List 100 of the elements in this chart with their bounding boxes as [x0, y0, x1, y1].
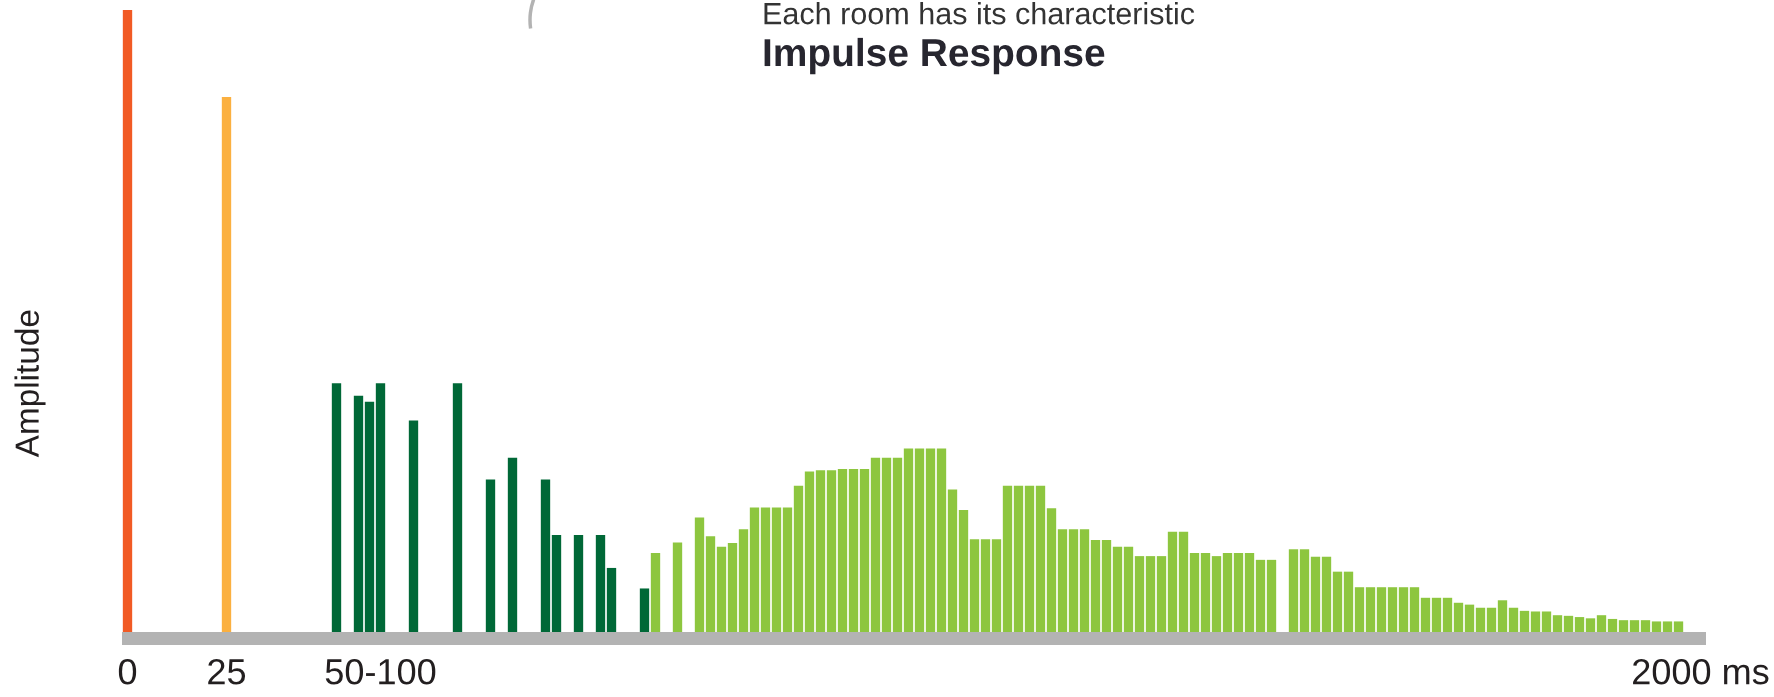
text: Impulse Response [764, 37, 1105, 75]
bar [716, 546, 727, 632]
bar [1541, 611, 1552, 632]
bar [1112, 546, 1123, 632]
bar [1200, 553, 1211, 632]
bar [1453, 602, 1464, 632]
bar [364, 401, 375, 632]
bar [1255, 559, 1266, 632]
bar [551, 534, 562, 632]
bar [1508, 607, 1519, 632]
bar [122, 10, 133, 632]
bar [903, 448, 914, 632]
bar [353, 395, 364, 632]
x-tick-label: 0 [118, 658, 137, 685]
bar [760, 507, 771, 632]
bar [507, 457, 518, 632]
bar [1475, 607, 1486, 632]
bar [1651, 621, 1662, 632]
bar [870, 457, 881, 632]
bar [1431, 597, 1442, 632]
bar [408, 420, 419, 632]
bar [727, 543, 738, 632]
bar [1618, 620, 1629, 632]
bar [694, 517, 705, 632]
bar [1244, 553, 1255, 632]
bar [1321, 556, 1332, 632]
bar [1178, 531, 1189, 632]
chart-subtitle: Each room has its characteristic [764, 2, 1195, 25]
bar [540, 479, 551, 632]
bar [1519, 610, 1530, 632]
x-tick-label: 50-100 [325, 658, 436, 685]
bar [1398, 587, 1409, 632]
bar [936, 448, 947, 632]
bar [452, 383, 463, 632]
bar [1024, 485, 1035, 632]
bar [1629, 620, 1640, 632]
bar [1211, 556, 1222, 632]
bar [650, 553, 661, 632]
bar [1464, 604, 1475, 632]
bar [881, 457, 892, 632]
bar [1596, 615, 1607, 632]
bar [1156, 556, 1167, 632]
bar [1002, 485, 1013, 632]
bar [1046, 508, 1057, 632]
bar [331, 383, 342, 632]
bar [859, 469, 870, 632]
bar [1343, 571, 1354, 632]
bar [595, 534, 606, 632]
bar [837, 469, 848, 632]
bar [815, 470, 826, 632]
bar [375, 383, 386, 632]
bar [1057, 529, 1068, 632]
bar [771, 507, 782, 632]
bar [1233, 553, 1244, 632]
bar [1640, 620, 1651, 632]
x-tick-label: 2000 ms [1633, 658, 1769, 685]
bar [1299, 549, 1310, 632]
bar [1486, 607, 1497, 632]
bar [485, 479, 496, 632]
bar [1266, 559, 1277, 632]
bar [1134, 556, 1145, 632]
bar [804, 471, 815, 632]
x-tick-label: 25 [208, 658, 246, 685]
bar [1090, 539, 1101, 632]
bar [1332, 571, 1343, 632]
bar [1035, 485, 1046, 632]
bar [1387, 587, 1398, 632]
bar [892, 457, 903, 632]
bar [826, 470, 837, 632]
bar [1310, 556, 1321, 632]
bar [221, 97, 232, 632]
bar [969, 539, 980, 632]
bar [1013, 485, 1024, 632]
bar [848, 469, 859, 632]
bar [639, 588, 650, 632]
bar [705, 536, 716, 632]
bar [1189, 553, 1200, 632]
bar [1079, 529, 1090, 632]
bar [1442, 597, 1453, 632]
bar [1101, 539, 1112, 632]
bar [606, 567, 617, 632]
bar [925, 448, 936, 632]
bar [1420, 597, 1431, 632]
bar [1585, 618, 1596, 632]
bar [958, 510, 969, 632]
bar [573, 534, 584, 632]
bar [1222, 553, 1233, 632]
bar [980, 539, 991, 632]
bar [1409, 587, 1420, 632]
bar [1607, 618, 1618, 632]
bar [1530, 611, 1541, 632]
bar [749, 507, 760, 632]
bar [1288, 549, 1299, 632]
bar [1497, 600, 1508, 632]
bar [1563, 615, 1574, 632]
bar [1673, 621, 1684, 632]
bar [672, 542, 683, 632]
bar [947, 489, 958, 632]
bar [1145, 556, 1156, 632]
bar [1376, 587, 1387, 632]
